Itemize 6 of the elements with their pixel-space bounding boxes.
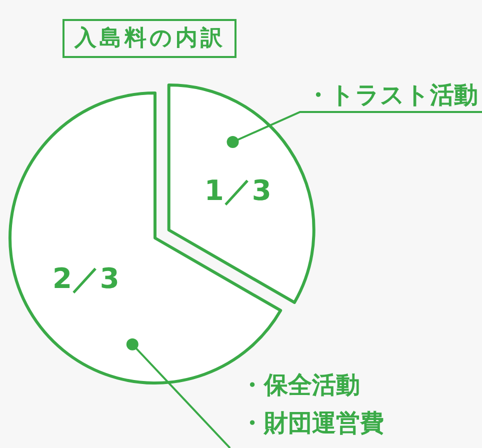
text: 1／3	[204, 174, 272, 208]
chart-title: 入島料の内訳	[74, 26, 226, 51]
text: ・財団運営費	[240, 409, 384, 437]
text: 2／3	[52, 262, 120, 295]
slice-label: ・トラスト活動	[306, 81, 478, 109]
slice-label: ・保全活動	[240, 371, 360, 399]
